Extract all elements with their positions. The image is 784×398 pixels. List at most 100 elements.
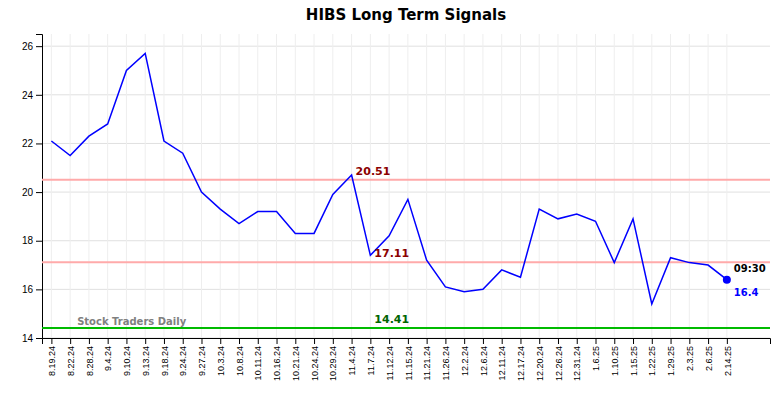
tick-label: 16 xyxy=(22,284,34,295)
tick: 12.11.24 xyxy=(497,338,507,380)
annotation: 16.4 xyxy=(734,287,759,298)
tick: 8.22.24 xyxy=(66,338,76,376)
tick-mark xyxy=(36,289,42,290)
tick-mark xyxy=(36,95,42,96)
grid-line xyxy=(314,34,315,338)
tick-label: 11.15.24 xyxy=(404,346,414,380)
tick-label: 1.22.25 xyxy=(647,346,657,376)
reference-line xyxy=(42,327,770,329)
tick-mark xyxy=(483,338,484,344)
tick-mark xyxy=(201,338,202,344)
tick: 20 xyxy=(22,187,42,198)
tick: 10.11.24 xyxy=(253,338,263,380)
tick-label: 9.18.24 xyxy=(160,346,170,376)
tick-label: 1.6.25 xyxy=(591,346,601,371)
tick: 10.16.24 xyxy=(272,338,282,381)
tick: 11.12.24 xyxy=(385,338,395,380)
reference-line xyxy=(42,179,770,181)
tick-label: 10.16.24 xyxy=(272,346,282,381)
tick-label: 12.17.24 xyxy=(516,346,526,381)
tick-label: 12.26.24 xyxy=(554,346,564,381)
tick-label: 1.29.25 xyxy=(666,346,676,376)
tick: 1.29.25 xyxy=(666,338,676,376)
tick-label: 10.11.24 xyxy=(253,346,263,380)
tick-mark xyxy=(145,338,146,344)
line-label: 17.11 xyxy=(374,247,409,260)
tick: 18 xyxy=(22,235,42,246)
tick-label: 12.6.24 xyxy=(479,346,489,376)
grid-line xyxy=(539,34,540,338)
tick-mark xyxy=(408,338,409,344)
tick-mark xyxy=(126,338,127,344)
tick: 2.6.25 xyxy=(704,338,714,371)
tick-mark xyxy=(183,338,184,344)
tick-mark xyxy=(727,338,728,344)
tick-mark xyxy=(70,338,71,344)
axis-line xyxy=(36,35,43,339)
grid-line xyxy=(520,34,521,338)
tick-label: 9.4.24 xyxy=(103,346,113,371)
tick-mark xyxy=(258,338,259,344)
grid-line xyxy=(42,289,770,290)
tick-label: 12.11.24 xyxy=(497,346,507,380)
tick: 9.18.24 xyxy=(160,338,170,376)
tick-label: 1.15.25 xyxy=(629,346,639,376)
tick-label: 10.21.24 xyxy=(291,346,301,381)
tick: 12.20.24 xyxy=(535,338,545,381)
grid xyxy=(42,34,770,338)
grid-line xyxy=(145,34,146,338)
tick: 1.6.25 xyxy=(591,338,601,371)
tick-mark xyxy=(352,338,353,344)
tick-label: 11.26.24 xyxy=(441,346,451,380)
tick-label: 14 xyxy=(22,333,34,344)
grid-line xyxy=(726,34,727,338)
tick: 10.24.24 xyxy=(310,338,320,381)
tick: 1.15.25 xyxy=(629,338,639,376)
tick-label: 10.3.24 xyxy=(216,346,226,376)
tick: 14 xyxy=(22,333,42,344)
tick-mark xyxy=(314,338,315,344)
tick: 9.10.24 xyxy=(122,338,132,376)
grid-line xyxy=(445,34,446,338)
grid-line xyxy=(42,192,770,193)
tick: 11.4.24 xyxy=(347,338,357,375)
tick: 12.6.24 xyxy=(479,338,489,376)
tick: 1.10.25 xyxy=(610,338,620,376)
tick: 26 xyxy=(22,41,42,52)
tick-label: 9.27.24 xyxy=(197,346,207,376)
grid-line xyxy=(689,34,690,338)
grid-line xyxy=(51,34,52,338)
grid-line xyxy=(370,34,371,338)
tick-label: 9.13.24 xyxy=(141,346,151,376)
tick: 10.3.24 xyxy=(216,338,226,376)
annotations: 20.5117.1114.4109:3016.4Stock Traders Da… xyxy=(77,165,766,327)
tick-label: 9.10.24 xyxy=(122,346,132,376)
tick-mark xyxy=(295,338,296,344)
tick-mark xyxy=(51,338,52,344)
tick-mark xyxy=(671,338,672,344)
tick-label: 9.24.24 xyxy=(178,346,188,376)
grid-line xyxy=(670,34,671,338)
tick-mark xyxy=(36,338,42,339)
line-label: 14.41 xyxy=(374,313,409,326)
tick: 10.29.24 xyxy=(328,338,338,381)
axis-line xyxy=(43,339,771,345)
title: HIBS Long Term Signals xyxy=(306,6,506,24)
chart-container: 8.19.248.22.248.28.249.4.249.10.249.13.2… xyxy=(0,0,784,398)
grid-line xyxy=(426,34,427,338)
grid-line xyxy=(276,34,277,338)
grid-line xyxy=(576,34,577,338)
tick-mark xyxy=(652,338,653,344)
tick: 9.4.24 xyxy=(103,338,113,371)
grid-line xyxy=(220,34,221,338)
tick-label: 10.24.24 xyxy=(310,346,320,381)
x-axis: 8.19.248.22.248.28.249.4.249.10.249.13.2… xyxy=(43,338,771,381)
tick: 11.26.24 xyxy=(441,338,451,380)
tick: 12.31.24 xyxy=(572,338,582,381)
grid-line xyxy=(614,34,615,338)
grid-line xyxy=(407,34,408,338)
tick-label: 18 xyxy=(22,235,34,246)
grid-line xyxy=(482,34,483,338)
tick: 2.14.25 xyxy=(722,338,732,376)
tick: 2.3.25 xyxy=(685,338,695,371)
